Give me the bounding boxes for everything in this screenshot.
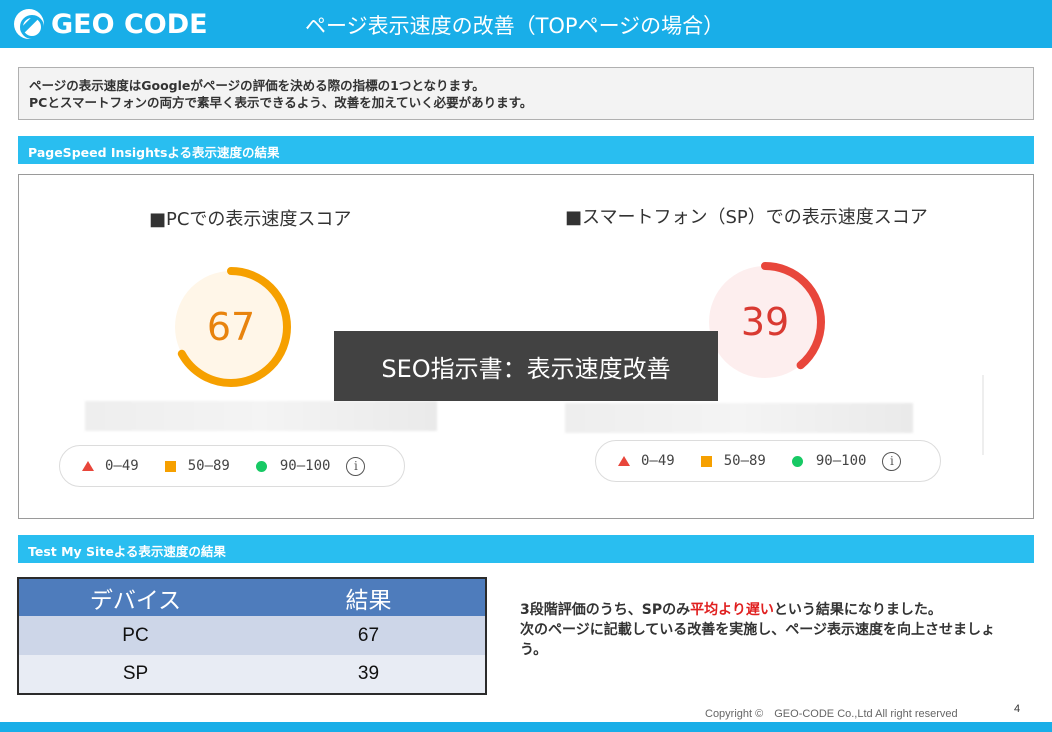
pass-circle-icon xyxy=(255,460,267,472)
summary-line-2: 次のページに記載している改善を実施し、ページ表示速度を向上させましょう。 xyxy=(520,622,996,658)
info-icon[interactable]: i xyxy=(882,451,902,471)
intro-line-1: ページの表示速度はGoogleがページの評価を決める際の指標の1つとなります。 xyxy=(29,78,485,93)
testmysite-section-heading: Test My Siteよる表示速度の結果 xyxy=(18,535,1034,563)
header-bar: GEO CODE ページ表示速度の改善（TOPページの場合） xyxy=(0,0,1052,48)
pass-circle-icon xyxy=(791,455,803,467)
sp-blurred-content xyxy=(565,403,913,433)
copyright: Copyright © GEO-CODE Co.,Ltd All right r… xyxy=(705,708,958,720)
logo: GEO CODE xyxy=(14,8,208,40)
sp-score-legend: 0–49 50–89 90–100 i xyxy=(595,440,941,482)
summary-part-2: という結果になりました。 xyxy=(773,602,942,618)
logo-text: GEO CODE xyxy=(51,8,208,40)
info-icon[interactable]: i xyxy=(346,456,366,476)
page-title: ページ表示速度の改善（TOPページの場合） xyxy=(305,14,725,38)
panel-divider xyxy=(982,375,984,455)
legend-pass-range: 90–100 xyxy=(815,453,867,469)
summary-part-1: 3段階評価のうち、SPのみ xyxy=(520,602,691,618)
overlay-caption: SEO指示書：表示速度改善 xyxy=(334,331,718,401)
result-cell: 67 xyxy=(252,616,486,655)
pc-score-legend: 0–49 50–89 90–100 i xyxy=(59,445,405,487)
page-number: 4 xyxy=(1014,703,1021,715)
pagespeed-section-heading: PageSpeed Insightsよる表示速度の結果 xyxy=(18,136,1034,164)
column-header-result: 結果 xyxy=(252,578,486,616)
average-square-icon xyxy=(700,455,712,467)
legend-pass-range: 90–100 xyxy=(279,458,331,474)
legend-fail-range: 0–49 xyxy=(105,458,139,474)
sp-score-gauge: 39 xyxy=(703,260,827,384)
column-header-device: デバイス xyxy=(18,578,252,616)
table-row: SP 39 xyxy=(18,655,486,694)
pc-score-title: ■PCでの表示速度スコア xyxy=(149,209,352,230)
fail-triangle-icon xyxy=(618,456,630,466)
table-header-row: デバイス 結果 xyxy=(18,578,486,616)
summary-highlight: 平均より遅い xyxy=(690,602,774,618)
summary-text: 3段階評価のうち、SPのみ平均より遅いという結果になりました。 次のページに記載… xyxy=(520,600,1020,660)
legend-average-range: 50–89 xyxy=(723,453,766,469)
legend-fail-range: 0–49 xyxy=(641,453,675,469)
device-cell: SP xyxy=(18,655,252,694)
intro-box: ページの表示速度はGoogleがページの評価を決める際の指標の1つとなります。 … xyxy=(18,67,1034,120)
result-cell: 39 xyxy=(252,655,486,694)
legend-average-range: 50–89 xyxy=(187,458,230,474)
sp-gauge-arc xyxy=(705,262,825,382)
sp-score-value: 39 xyxy=(740,300,790,344)
logo-mark-icon xyxy=(14,9,44,39)
fail-triangle-icon xyxy=(82,461,94,471)
sp-score-title: ■スマートフォン（SP）での表示速度スコア xyxy=(565,207,928,228)
device-cell: PC xyxy=(18,616,252,655)
average-square-icon xyxy=(164,460,176,472)
pc-gauge-arc xyxy=(171,267,291,387)
intro-line-2: PCとスマートフォンの両方で素早く表示できるよう、改善を加えていく必要があります… xyxy=(29,95,533,110)
pc-score-value: 67 xyxy=(206,305,256,349)
pc-gauge-bg xyxy=(175,271,287,383)
sp-gauge-bg xyxy=(709,266,821,378)
pagespeed-panel: ■PCでの表示速度スコア ■スマートフォン（SP）での表示速度スコア 67 39… xyxy=(18,174,1034,519)
pc-score-gauge: 67 xyxy=(169,265,293,389)
footer-bar xyxy=(0,722,1052,732)
table-row: PC 67 xyxy=(18,616,486,655)
pc-blurred-content xyxy=(85,401,437,431)
results-table: デバイス 結果 PC 67 SP 39 xyxy=(17,577,487,695)
